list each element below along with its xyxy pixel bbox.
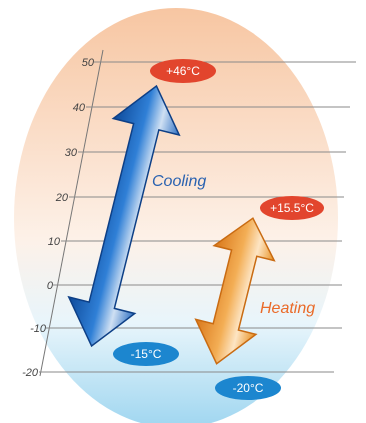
tick-label: 30 [65, 147, 78, 159]
tick-label: -10 [30, 323, 47, 335]
cooling-min-value: -15°C [131, 347, 162, 361]
cooling-min-badge: -15°C [113, 342, 179, 366]
heating-max-value: +15.5°C [270, 201, 314, 215]
heating-min-badge: -20°C [215, 376, 281, 400]
heating-label: Heating [260, 300, 315, 317]
heating-max-badge: +15.5°C [260, 196, 324, 220]
tick-label: 20 [55, 192, 69, 204]
heating-min-value: -20°C [233, 381, 264, 395]
cooling-max-value: +46°C [166, 64, 200, 78]
tick-labels: 50 40 30 20 10 0 -10 -20 [22, 57, 95, 379]
cooling-max-badge: +46°C [150, 59, 216, 83]
heating-arrow [194, 217, 276, 365]
tick-label: -20 [22, 367, 39, 379]
cooling-arrow [67, 84, 181, 348]
tick-label: 10 [48, 236, 61, 248]
scale-axis [39, 49, 104, 377]
tick-label: 40 [73, 102, 86, 114]
tick-label: 0 [47, 280, 54, 292]
tick-label: 50 [82, 57, 95, 69]
cooling-label: Cooling [152, 173, 206, 190]
